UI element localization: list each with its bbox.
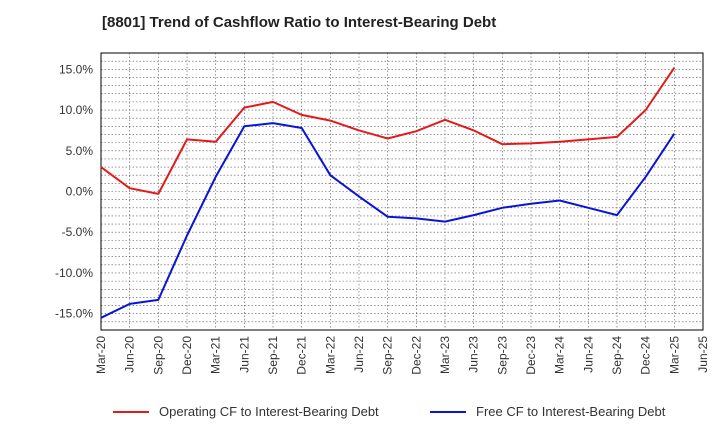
x-tick-label: Mar-21 (209, 336, 223, 374)
x-tick-label: Mar-20 (94, 336, 108, 374)
x-tick-label: Dec-24 (639, 336, 653, 375)
series-lines (100, 67, 676, 319)
legend-swatch-operating-cf (113, 410, 149, 413)
x-tick-label: Sep-21 (266, 336, 280, 375)
y-tick-label: 10.0% (59, 103, 93, 117)
legend-label-free-cf: Free CF to Interest-Bearing Debt (476, 404, 666, 419)
legend-label-operating-cf: Operating CF to Interest-Bearing Debt (159, 404, 379, 419)
y-tick-label: -5.0% (62, 225, 94, 239)
y-tick-label: -15.0% (55, 307, 93, 321)
series-line-operating-cf (100, 67, 676, 195)
y-tick-label: 0.0% (66, 185, 94, 199)
legend-swatch-free-cf (430, 410, 466, 413)
x-tick-label: Jun-20 (123, 336, 137, 373)
x-tick-label: Mar-25 (667, 336, 681, 374)
plot-area-frame (100, 52, 704, 331)
y-axis-tick-labels: -15.0% -10.0% -5.0% 0.0% 5.0% 10.0% 15.0% (55, 62, 93, 320)
x-tick-label: Mar-24 (553, 336, 567, 374)
legend: Operating CF to Interest-Bearing Debt Fr… (0, 404, 720, 426)
x-tick-label: Dec-20 (180, 336, 194, 375)
x-tick-label: Jun-25 (696, 336, 710, 373)
x-tick-label: Jun-22 (352, 336, 366, 373)
chart-title: [8801] Trend of Cashflow Ratio to Intere… (102, 14, 497, 31)
x-axis-tick-labels: Mar-20 Jun-20 Sep-20 Dec-20 Mar-21 Jun-21 Sep-… (94, 336, 710, 375)
x-tick-label: Mar-22 (323, 336, 337, 374)
x-tick-label: Dec-23 (524, 336, 538, 375)
series-line-free-cf (100, 122, 676, 319)
grid-lines (101, 52, 703, 331)
x-tick-label: Sep-22 (381, 336, 395, 375)
y-tick-label: 5.0% (66, 144, 94, 158)
x-tick-label: Dec-22 (409, 336, 423, 375)
y-tick-label: -10.0% (55, 266, 93, 280)
x-tick-label: Dec-21 (295, 336, 309, 375)
x-tick-label: Mar-23 (438, 336, 452, 374)
x-tick-label: Sep-20 (151, 336, 165, 375)
legend-item-free-cf: Free CF to Interest-Bearing Debt (430, 404, 665, 419)
x-tick-label: Sep-24 (610, 336, 624, 375)
x-tick-label: Sep-23 (495, 336, 509, 375)
x-tick-label: Jun-21 (237, 336, 251, 373)
x-tick-label: Jun-24 (581, 336, 595, 373)
legend-item-operating-cf: Operating CF to Interest-Bearing Debt (113, 404, 379, 419)
y-tick-label: 15.0% (59, 62, 93, 76)
x-tick-label: Jun-23 (467, 336, 481, 373)
